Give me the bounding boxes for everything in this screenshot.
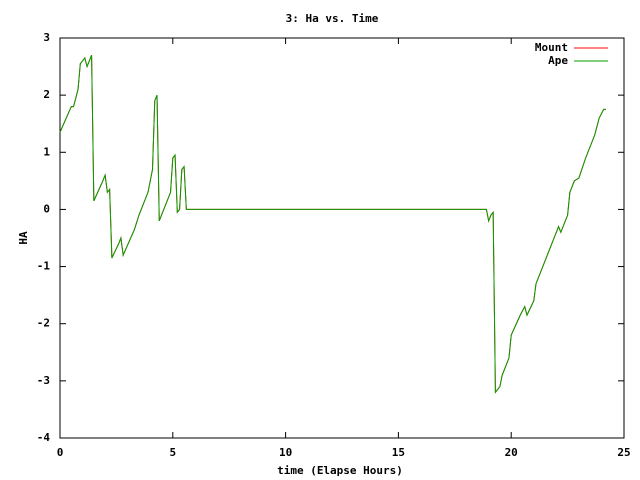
y-axis-label: HA bbox=[17, 231, 30, 245]
legend-label: Mount bbox=[535, 41, 568, 54]
x-tick-label: 10 bbox=[279, 446, 292, 459]
plot-frame bbox=[59, 37, 625, 439]
y-tick-label: 1 bbox=[43, 145, 50, 158]
x-tick-label: 25 bbox=[617, 446, 630, 459]
series-line bbox=[59, 54, 606, 394]
series-line bbox=[59, 54, 606, 394]
x-tick-label: 5 bbox=[169, 446, 176, 459]
y-tick-label: -2 bbox=[37, 317, 50, 330]
x-tick-label: 0 bbox=[57, 446, 64, 459]
legend-label: Ape bbox=[548, 54, 568, 67]
y-tick-label: 0 bbox=[43, 202, 50, 215]
x-tick-label: 20 bbox=[505, 446, 518, 459]
x-tick-label: 15 bbox=[392, 446, 405, 459]
chart-title: 3: Ha vs. Time bbox=[286, 12, 379, 25]
y-tick-label: -3 bbox=[37, 374, 50, 387]
y-tick-label: -4 bbox=[37, 431, 51, 444]
x-axis-label: time (Elapse Hours) bbox=[277, 464, 403, 477]
y-tick-label: 2 bbox=[43, 88, 50, 101]
y-tick-label: 3 bbox=[43, 31, 50, 44]
y-tick-label: -1 bbox=[37, 260, 51, 273]
